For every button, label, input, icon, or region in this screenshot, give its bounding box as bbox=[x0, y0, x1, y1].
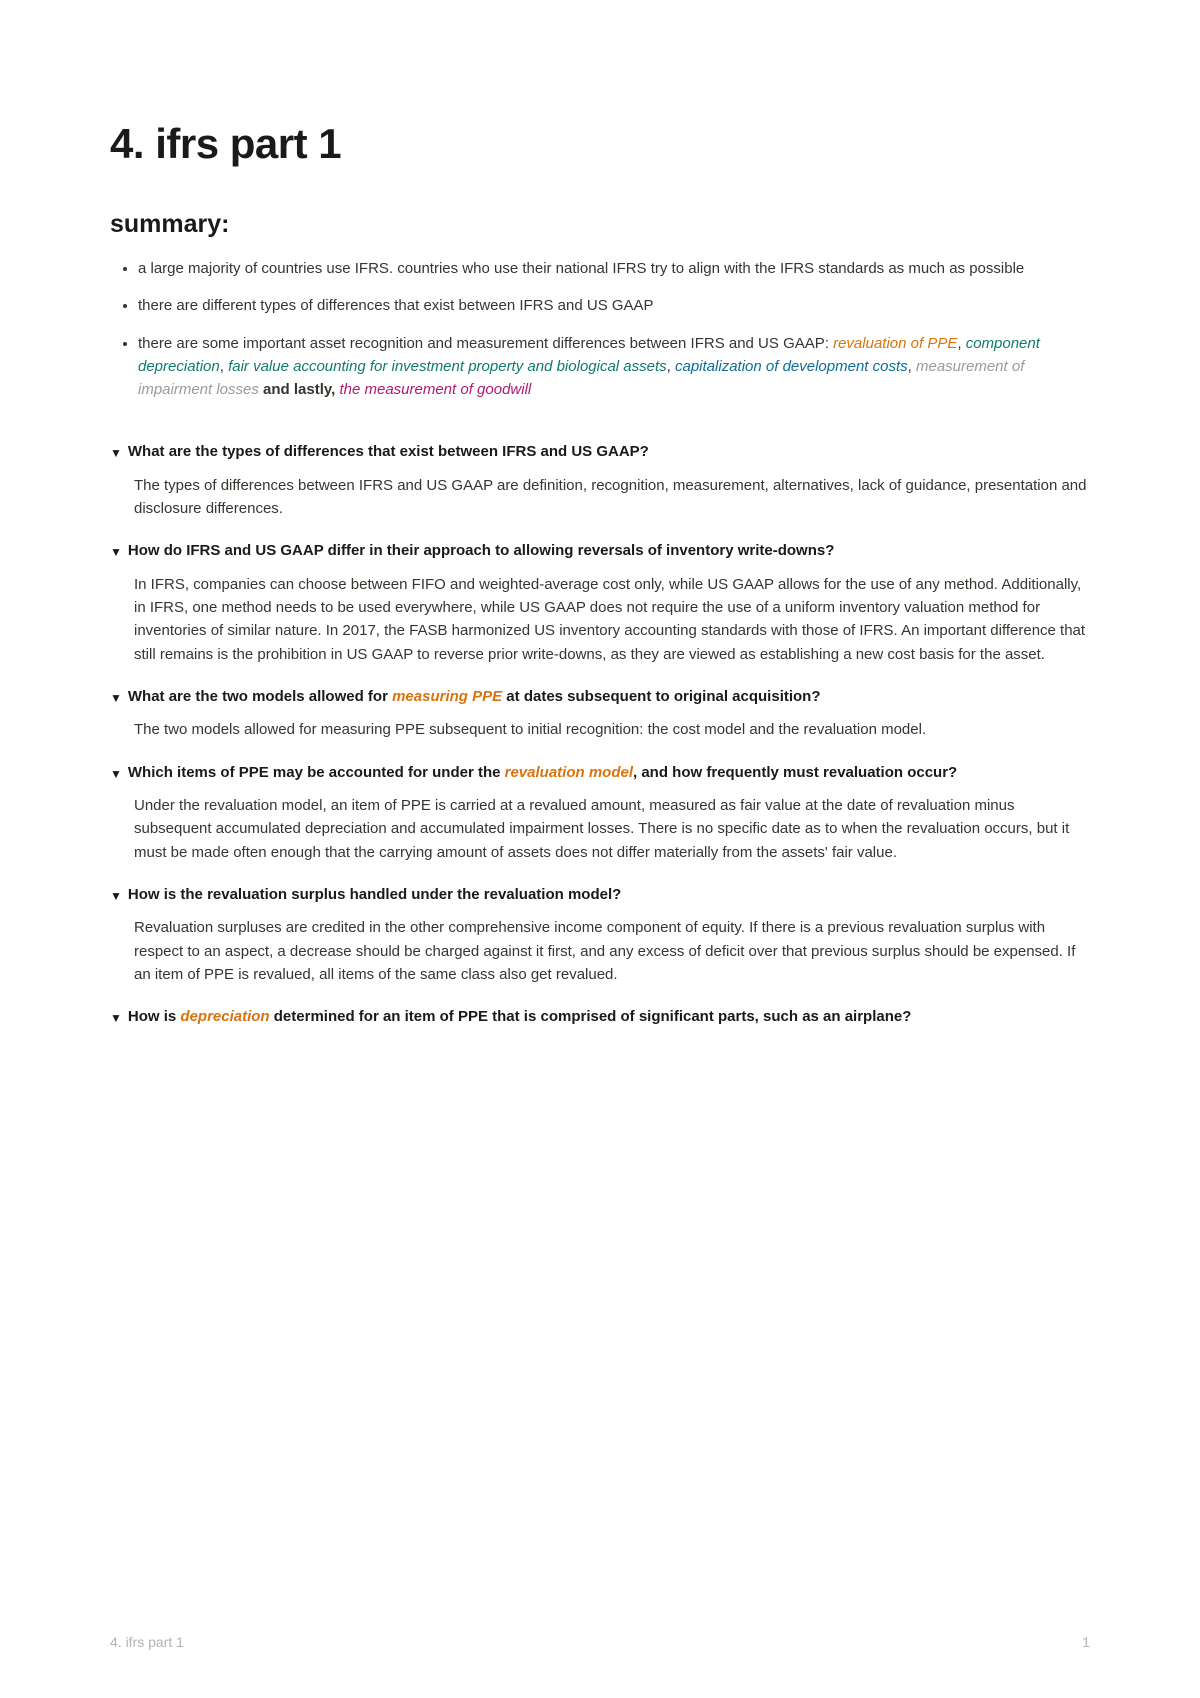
toggle-question-text: What are the two models allowed for bbox=[128, 688, 392, 705]
toggle-question-text: , and how frequently must revaluation oc… bbox=[633, 764, 957, 781]
caret-down-icon: ▼ bbox=[110, 686, 122, 707]
toggle-question: What are the types of differences that e… bbox=[128, 441, 1090, 464]
highlight-fair-value: fair value accounting for investment pro… bbox=[228, 358, 667, 375]
toggle-question: How is the revaluation surplus handled u… bbox=[128, 884, 1090, 907]
summary-item: a large majority of countries use IFRS. … bbox=[138, 257, 1090, 280]
footer-page-number: 1 bbox=[1082, 1634, 1090, 1650]
caret-down-icon: ▼ bbox=[110, 441, 122, 462]
highlight-depreciation: depreciation bbox=[180, 1008, 269, 1025]
summary-text: , bbox=[908, 358, 916, 375]
toggle-question-text: determined for an item of PPE that is co… bbox=[270, 1008, 912, 1025]
page-footer: 4. ifrs part 1 1 bbox=[110, 1634, 1090, 1650]
highlight-goodwill: the measurement of goodwill bbox=[339, 381, 531, 398]
caret-down-icon: ▼ bbox=[110, 762, 122, 783]
page-title: 4. ifrs part 1 bbox=[110, 120, 1090, 168]
summary-item: there are different types of differences… bbox=[138, 294, 1090, 317]
toggle-header[interactable]: ▼ How do IFRS and US GAAP differ in thei… bbox=[110, 540, 1090, 563]
highlight-measuring-ppe: measuring PPE bbox=[392, 688, 502, 705]
summary-text: and lastly, bbox=[259, 381, 340, 398]
caret-down-icon: ▼ bbox=[110, 540, 122, 561]
toggle-answer: Revaluation surpluses are credited in th… bbox=[110, 906, 1090, 992]
toggle-answer: The two models allowed for measuring PPE… bbox=[110, 708, 1090, 747]
toggle-block: ▼ How do IFRS and US GAAP differ in thei… bbox=[110, 540, 1090, 672]
toggle-block: ▼ What are the types of differences that… bbox=[110, 441, 1090, 526]
toggle-block: ▼ How is the revaluation surplus handled… bbox=[110, 884, 1090, 992]
highlight-cap-dev-costs: capitalization of development costs bbox=[675, 358, 908, 375]
footer-title: 4. ifrs part 1 bbox=[110, 1634, 184, 1650]
summary-heading: summary: bbox=[110, 210, 1090, 239]
summary-item: there are some important asset recogniti… bbox=[138, 332, 1090, 402]
toggle-answer: Under the revaluation model, an item of … bbox=[110, 784, 1090, 870]
summary-text: , bbox=[667, 358, 675, 375]
document-page: 4. ifrs part 1 summary: a large majority… bbox=[0, 0, 1200, 1029]
highlight-revaluation-ppe: revaluation of PPE bbox=[833, 335, 957, 352]
caret-down-icon: ▼ bbox=[110, 884, 122, 905]
summary-text: there are some important asset recogniti… bbox=[138, 335, 833, 352]
toggle-header[interactable]: ▼ Which items of PPE may be accounted fo… bbox=[110, 762, 1090, 785]
toggle-header[interactable]: ▼ What are the types of differences that… bbox=[110, 441, 1090, 464]
toggle-header[interactable]: ▼ How is depreciation determined for an … bbox=[110, 1006, 1090, 1029]
toggle-question: How is depreciation determined for an it… bbox=[128, 1006, 1090, 1029]
toggle-block: ▼ Which items of PPE may be accounted fo… bbox=[110, 762, 1090, 870]
toggle-question-text: at dates subsequent to original acquisit… bbox=[502, 688, 820, 705]
toggle-question: How do IFRS and US GAAP differ in their … bbox=[128, 540, 1090, 563]
highlight-revaluation-model: revaluation model bbox=[505, 764, 633, 781]
toggle-header[interactable]: ▼ What are the two models allowed for me… bbox=[110, 686, 1090, 709]
toggle-question-text: How is bbox=[128, 1008, 181, 1025]
toggle-answer: The types of differences between IFRS an… bbox=[110, 464, 1090, 527]
toggle-block: ▼ How is depreciation determined for an … bbox=[110, 1006, 1090, 1029]
toggle-question-text: Which items of PPE may be accounted for … bbox=[128, 764, 505, 781]
toggle-question: What are the two models allowed for meas… bbox=[128, 686, 1090, 709]
toggle-answer: In IFRS, companies can choose between FI… bbox=[110, 563, 1090, 672]
summary-text: , bbox=[957, 335, 965, 352]
summary-list: a large majority of countries use IFRS. … bbox=[110, 257, 1090, 401]
toggle-question: Which items of PPE may be accounted for … bbox=[128, 762, 1090, 785]
toggle-header[interactable]: ▼ How is the revaluation surplus handled… bbox=[110, 884, 1090, 907]
summary-text: , bbox=[220, 358, 228, 375]
toggle-block: ▼ What are the two models allowed for me… bbox=[110, 686, 1090, 748]
caret-down-icon: ▼ bbox=[110, 1006, 122, 1027]
